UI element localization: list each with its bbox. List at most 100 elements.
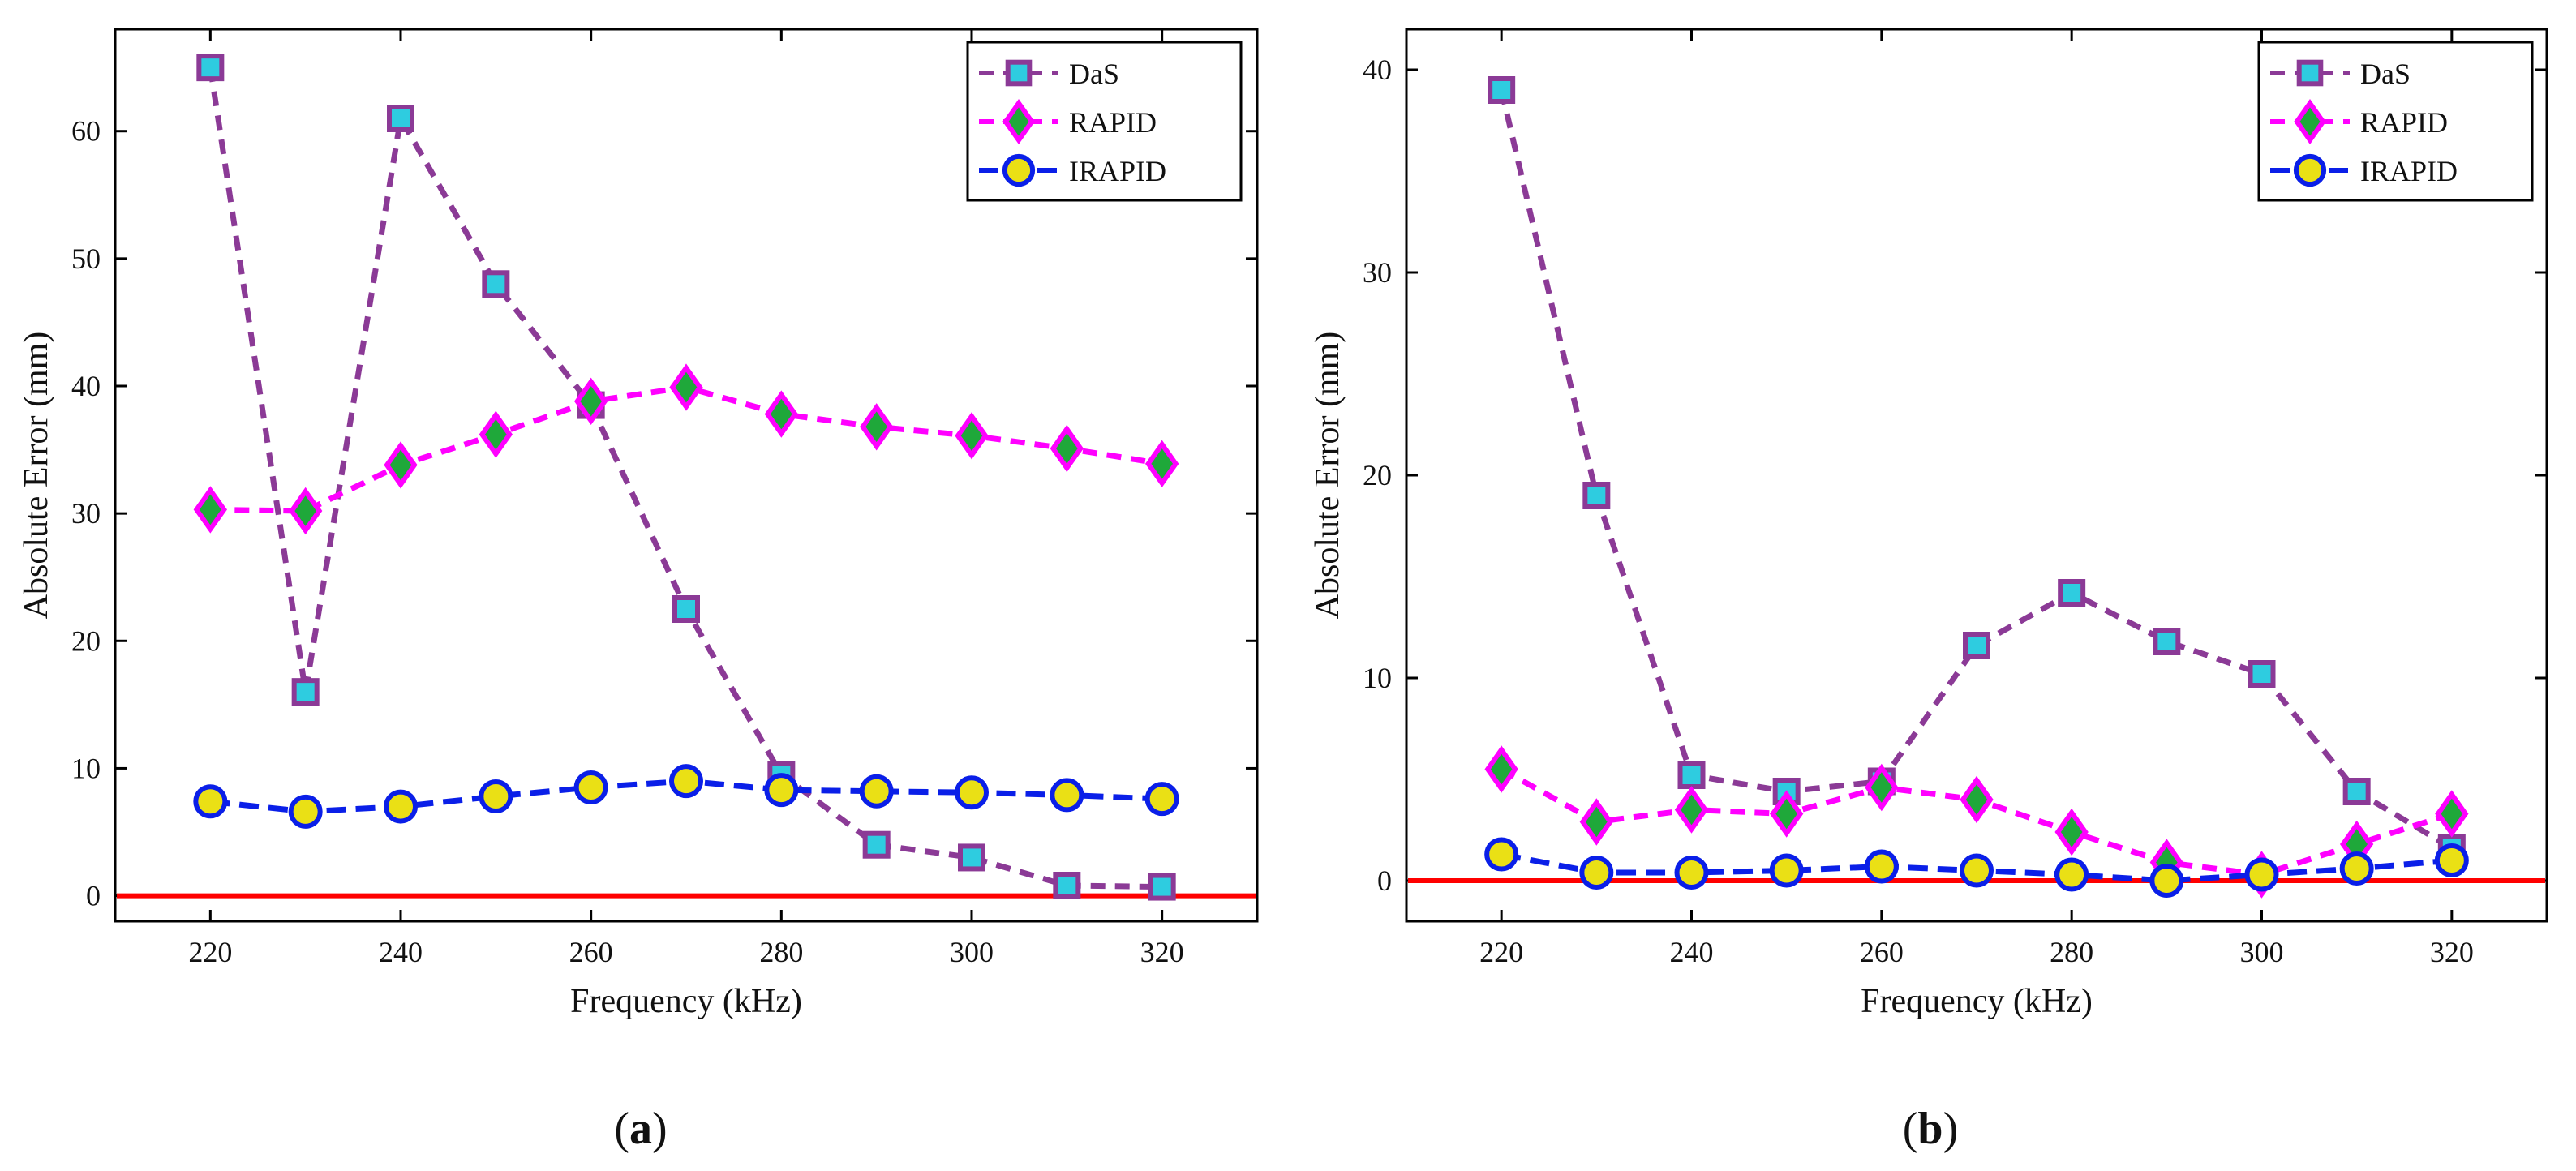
data-point-irapid	[2244, 857, 2279, 892]
data-point-irapid	[1144, 782, 1179, 817]
data-point-irapid	[764, 773, 799, 808]
legend-marker-irapid	[1002, 153, 1036, 187]
legend-label: DaS	[1069, 58, 1119, 90]
panel-label-letter: b	[1917, 1104, 1943, 1154]
data-point-irapid	[193, 784, 228, 819]
legend-marker-rapid	[2294, 99, 2326, 144]
data-point-rapid	[384, 441, 418, 489]
x-axis-title: Frequency (kHz)	[570, 983, 802, 1020]
series-irapid	[1484, 837, 2469, 898]
legend-marker-das	[2296, 59, 2324, 87]
y-tick-label: 50	[71, 242, 101, 275]
panel-label-letter: a	[629, 1104, 652, 1154]
legend-marker-das	[1005, 59, 1033, 87]
y-tick-label: 0	[86, 880, 101, 912]
legend-marker-irapid	[2293, 153, 2327, 187]
panel-label-close-paren: )	[652, 1104, 668, 1154]
data-point-irapid	[2149, 864, 2184, 898]
data-point-das	[672, 595, 700, 623]
data-point-das	[2248, 660, 2276, 688]
data-point-das	[958, 843, 985, 872]
data-point-rapid	[2054, 808, 2089, 856]
y-tick-label: 10	[71, 752, 101, 784]
data-point-rapid	[1050, 424, 1084, 473]
data-point-das	[2058, 579, 2086, 607]
y-tick-label: 40	[71, 370, 101, 402]
data-point-irapid	[955, 775, 989, 810]
data-point-irapid	[288, 794, 323, 829]
data-point-rapid	[1484, 745, 1518, 793]
data-point-das	[2153, 628, 2181, 655]
y-tick-label: 60	[71, 115, 101, 148]
series-group	[1484, 76, 2469, 899]
legend-label: IRAPID	[2360, 155, 2458, 187]
data-point-rapid	[479, 410, 513, 458]
data-point-rapid	[288, 487, 323, 535]
x-axis-title: Frequency (kHz)	[1861, 983, 2093, 1020]
series-line-das	[1498, 89, 2454, 851]
data-point-irapid	[1864, 849, 1899, 884]
x-tick-label: 320	[1140, 936, 1184, 968]
legend-label: IRAPID	[1069, 155, 1166, 187]
data-point-rapid	[1769, 790, 1804, 838]
data-point-das	[2342, 778, 2371, 805]
data-point-rapid	[1579, 798, 1614, 846]
data-point-rapid	[955, 412, 989, 460]
data-point-irapid	[573, 770, 608, 804]
data-point-irapid	[1579, 856, 1614, 890]
legend-label: RAPID	[1069, 106, 1157, 139]
x-tick-label: 260	[569, 936, 613, 968]
data-point-rapid	[1674, 786, 1709, 834]
data-point-das	[862, 830, 891, 859]
data-point-rapid	[573, 377, 608, 426]
data-point-das	[1963, 632, 1990, 659]
data-point-rapid	[669, 363, 703, 411]
legend: DaS RAPID IRAPID	[2257, 41, 2534, 202]
data-point-rapid	[1960, 775, 1994, 824]
x-tick-label: 220	[1479, 936, 1523, 968]
legend-label: DaS	[2360, 58, 2411, 90]
series-irapid	[193, 764, 1179, 829]
data-point-das	[291, 678, 320, 706]
legend-entry-das: DaS	[979, 58, 1119, 90]
y-tick-label: 0	[1377, 864, 1392, 897]
y-tick-labels: 0 10 20 30 40 50 60	[71, 115, 101, 912]
legend-entry-irapid: IRAPID	[979, 153, 1166, 187]
y-axis-title: Absolute Error (mm)	[18, 332, 55, 620]
data-point-rapid	[1144, 440, 1179, 488]
data-point-das	[1148, 873, 1176, 901]
y-tick-label: 20	[1363, 459, 1392, 491]
legend-entry-das: DaS	[2270, 58, 2411, 90]
x-tick-labels: 220 240 260 280 300 320	[188, 936, 1183, 968]
panel-label-b: (b)	[1903, 1104, 1958, 1154]
data-point-irapid	[2339, 851, 2374, 886]
data-point-rapid	[1865, 763, 1899, 812]
data-point-irapid	[2434, 843, 2469, 877]
data-point-rapid	[193, 486, 228, 534]
legend-marker-rapid	[1002, 99, 1035, 144]
x-tick-label: 260	[1860, 936, 1904, 968]
y-tick-labels: 0 10 20 30 40	[1363, 54, 1392, 897]
data-point-rapid	[859, 403, 894, 451]
data-point-irapid	[2054, 857, 2089, 892]
chart-panel-b: 220 240 260 280 300 320 0 10 20 30 40 Frequency (…	[1309, 28, 2548, 1154]
data-point-das	[1582, 482, 1611, 509]
data-point-das	[196, 54, 225, 82]
data-point-das	[1488, 76, 1516, 104]
data-point-irapid	[384, 789, 418, 824]
data-point-irapid	[1484, 837, 1519, 872]
data-point-das	[1053, 872, 1081, 899]
data-point-irapid	[859, 774, 894, 809]
data-point-irapid	[669, 764, 703, 799]
data-point-das	[387, 105, 414, 132]
data-point-rapid	[764, 390, 799, 438]
data-point-irapid	[1769, 853, 1804, 888]
data-point-irapid	[479, 779, 513, 813]
series-rapid	[1484, 745, 2469, 899]
y-axis-title: Absolute Error (mm)	[1309, 332, 1346, 620]
legend-entry-rapid: RAPID	[2270, 99, 2448, 144]
x-tick-label: 280	[2050, 936, 2093, 968]
data-point-irapid	[1960, 853, 1994, 888]
y-tick-label: 10	[1363, 662, 1392, 694]
x-tick-label: 280	[759, 936, 803, 968]
